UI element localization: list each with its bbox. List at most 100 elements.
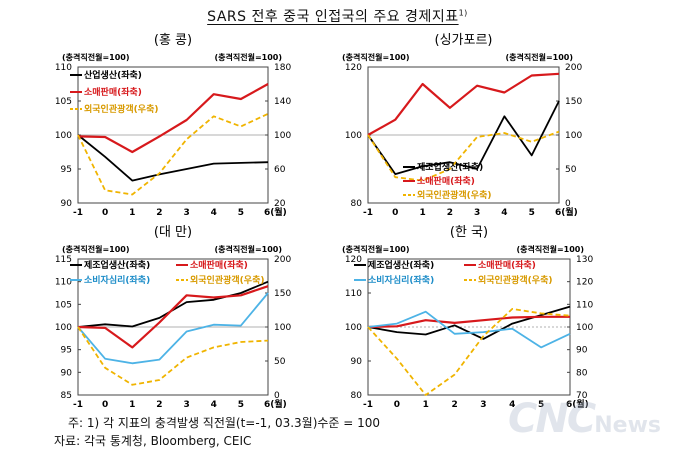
left-tick-label-hongkong-4: 110 — [55, 63, 72, 73]
chart-main-title: SARS 전후 중국 인접국의 주요 경제지표1) — [0, 6, 675, 26]
watermark-sub: News — [594, 413, 661, 438]
left-tick-label-hongkong-1: 95 — [61, 165, 72, 175]
legend-label-hongkong-1: 소매판매(좌축) — [84, 86, 142, 98]
right-tick-label-korea-2: 90 — [576, 346, 588, 356]
right-tick-label-korea-5: 120 — [576, 278, 593, 288]
series-line-singapore-0 — [367, 100, 560, 176]
x-tick-label-taiwan-6: 5 — [238, 400, 244, 410]
left-tick-label-taiwan-6: 115 — [55, 255, 72, 265]
chart-singapore: (싱가포르)(충격직전월=100) (충격직전월=100)801001200501… — [342, 33, 582, 218]
x-tick-label-singapore-4: 3 — [474, 208, 480, 218]
x-tick-label-korea-5: 4 — [509, 400, 515, 410]
right-tick-label-taiwan-3: 150 — [274, 289, 291, 299]
legend-label-korea-0: 제조업생산(좌축) — [368, 259, 434, 271]
left-tick-label-korea-3: 110 — [345, 289, 362, 299]
right-axis-unit-hongkong: (충격직전월=100) — [214, 52, 282, 62]
footnote: 주: 1) 각 지표의 충격발생 직전월(t=-1, 03.3월)수준 = 10… — [68, 416, 381, 430]
x-tick-label-taiwan-5: 4 — [211, 400, 217, 410]
x-tick-label-singapore-5: 4 — [501, 208, 507, 218]
legend-label-singapore-1: 소매판매(좌축) — [417, 175, 475, 187]
right-tick-label-hongkong-3: 140 — [274, 97, 291, 107]
x-tick-label-hongkong-4: 3 — [183, 208, 189, 218]
right-tick-label-singapore-2: 100 — [565, 131, 582, 141]
x-tick-label-korea-4: 3 — [480, 400, 486, 410]
left-tick-label-taiwan-3: 100 — [55, 323, 72, 333]
series-line-taiwan-3 — [77, 326, 269, 386]
x-tick-label-taiwan-1: 0 — [102, 400, 108, 410]
x-tick-label-korea-6: 5 — [538, 400, 544, 410]
left-tick-label-taiwan-2: 95 — [61, 346, 72, 356]
left-tick-label-singapore-1: 100 — [345, 131, 362, 141]
legend-label-singapore-2: 외국인관광객(우축) — [417, 189, 491, 201]
left-axis-unit-hongkong: (충격직전월=100) — [62, 52, 130, 62]
legend-label-singapore-0: 제조업생산(좌축) — [417, 161, 483, 173]
right-tick-label-korea-3: 100 — [576, 323, 593, 333]
right-axis-unit-singapore: (충격직전월=100) — [505, 52, 573, 62]
legend-label-korea-1: 소매판매(좌축) — [478, 259, 536, 271]
right-tick-label-korea-6: 130 — [576, 255, 593, 265]
left-tick-label-taiwan-0: 85 — [61, 391, 72, 401]
series-line-hongkong-2 — [77, 112, 269, 196]
chart-korea: (한 국)(충격직전월=100) (충격직전월=100)8090100110120… — [342, 225, 593, 410]
right-tick-label-hongkong-0: 20 — [274, 199, 286, 209]
right-axis-unit-korea: (충격직전월=100) — [516, 244, 584, 254]
left-tick-label-hongkong-2: 100 — [55, 131, 72, 141]
right-tick-label-hongkong-4: 180 — [274, 63, 291, 73]
series-line-korea-3 — [367, 308, 571, 396]
source-note: 자료: 각국 통계청, Bloomberg, CEIC — [54, 434, 252, 448]
series-line-singapore-2 — [367, 130, 560, 182]
x-tick-label-hongkong-5: 4 — [211, 208, 217, 218]
right-axis-unit-taiwan: (충격직전월=100) — [214, 244, 282, 254]
watermark-main: CNC — [508, 396, 596, 442]
legend-label-taiwan-1: 소매판매(좌축) — [190, 259, 248, 271]
x-tick-label-singapore-7: 6(월) — [555, 206, 578, 218]
series-line-singapore-1 — [367, 72, 560, 136]
left-tick-label-korea-1: 90 — [351, 357, 363, 367]
x-tick-label-taiwan-7: 6(월) — [264, 398, 287, 410]
right-tick-label-taiwan-2: 100 — [274, 323, 291, 333]
left-tick-label-hongkong-3: 105 — [55, 97, 72, 107]
panel-title-taiwan: (대 만) — [154, 225, 192, 240]
x-tick-label-hongkong-6: 5 — [238, 208, 244, 218]
x-tick-label-hongkong-1: 0 — [102, 208, 108, 218]
chart-hongkong: (홍 콩)(충격직전월=100) (충격직전월=100)9095100105110… — [55, 33, 292, 218]
series-line-korea-1 — [367, 315, 570, 329]
panel-title-hongkong: (홍 콩) — [154, 33, 192, 48]
right-tick-label-singapore-4: 200 — [565, 63, 582, 73]
right-tick-label-hongkong-2: 100 — [274, 131, 291, 141]
legend-label-hongkong-0: 산업생산(좌축) — [84, 69, 142, 81]
x-tick-label-korea-1: 0 — [394, 400, 400, 410]
series-line-hongkong-0 — [77, 134, 269, 182]
right-tick-label-korea-0: 70 — [576, 391, 588, 401]
main-title-footnote-mark: 1) — [458, 8, 468, 18]
right-tick-label-taiwan-4: 200 — [274, 255, 291, 265]
x-tick-label-hongkong-7: 6(월) — [264, 206, 287, 218]
series-line-taiwan-0 — [77, 280, 269, 328]
watermark-logo: CNCNews — [508, 396, 661, 442]
x-tick-label-hongkong-0: -1 — [73, 208, 83, 218]
right-tick-label-korea-4: 110 — [576, 300, 593, 310]
x-tick-label-taiwan-3: 2 — [156, 400, 162, 410]
series-line-korea-2 — [367, 310, 571, 349]
left-tick-label-hongkong-0: 90 — [61, 199, 73, 209]
right-tick-label-hongkong-1: 60 — [274, 165, 286, 175]
left-axis-unit-korea: (충격직전월=100) — [342, 244, 410, 254]
x-tick-label-hongkong-2: 1 — [129, 208, 135, 218]
panel-title-singapore: (싱가포르) — [435, 33, 493, 48]
right-tick-label-taiwan-1: 50 — [274, 357, 286, 367]
series-line-taiwan-2 — [77, 292, 269, 365]
chart-taiwan: (대 만)(충격직전월=100) (충격직전월=100)8590951001051… — [55, 225, 292, 410]
right-tick-label-singapore-1: 50 — [565, 165, 577, 175]
left-tick-label-korea-2: 100 — [345, 323, 362, 333]
series-line-hongkong-1 — [77, 83, 269, 154]
x-tick-label-singapore-1: 0 — [392, 208, 398, 218]
left-tick-label-taiwan-1: 90 — [61, 368, 73, 378]
panel-hongkong: (홍 콩) (충격직전월=100) (충격직전월=100) 90 95 100 105 110… — [0, 30, 337, 220]
legend-label-taiwan-0: 제조업생산(좌축) — [84, 259, 150, 271]
legend-label-hongkong-2: 외국인관광객(우축) — [84, 103, 158, 115]
right-tick-label-taiwan-0: 0 — [274, 391, 280, 401]
panel-taiwan: (대 만) (충격직전월=100) (충격직전월=100) 85 90 95 100 105 1… — [0, 222, 337, 412]
legend-label-taiwan-3: 외국인관광객(우축) — [190, 274, 264, 286]
main-title-text: SARS 전후 중국 인접국의 주요 경제지표 — [207, 9, 459, 25]
left-tick-label-singapore-0: 80 — [351, 199, 363, 209]
